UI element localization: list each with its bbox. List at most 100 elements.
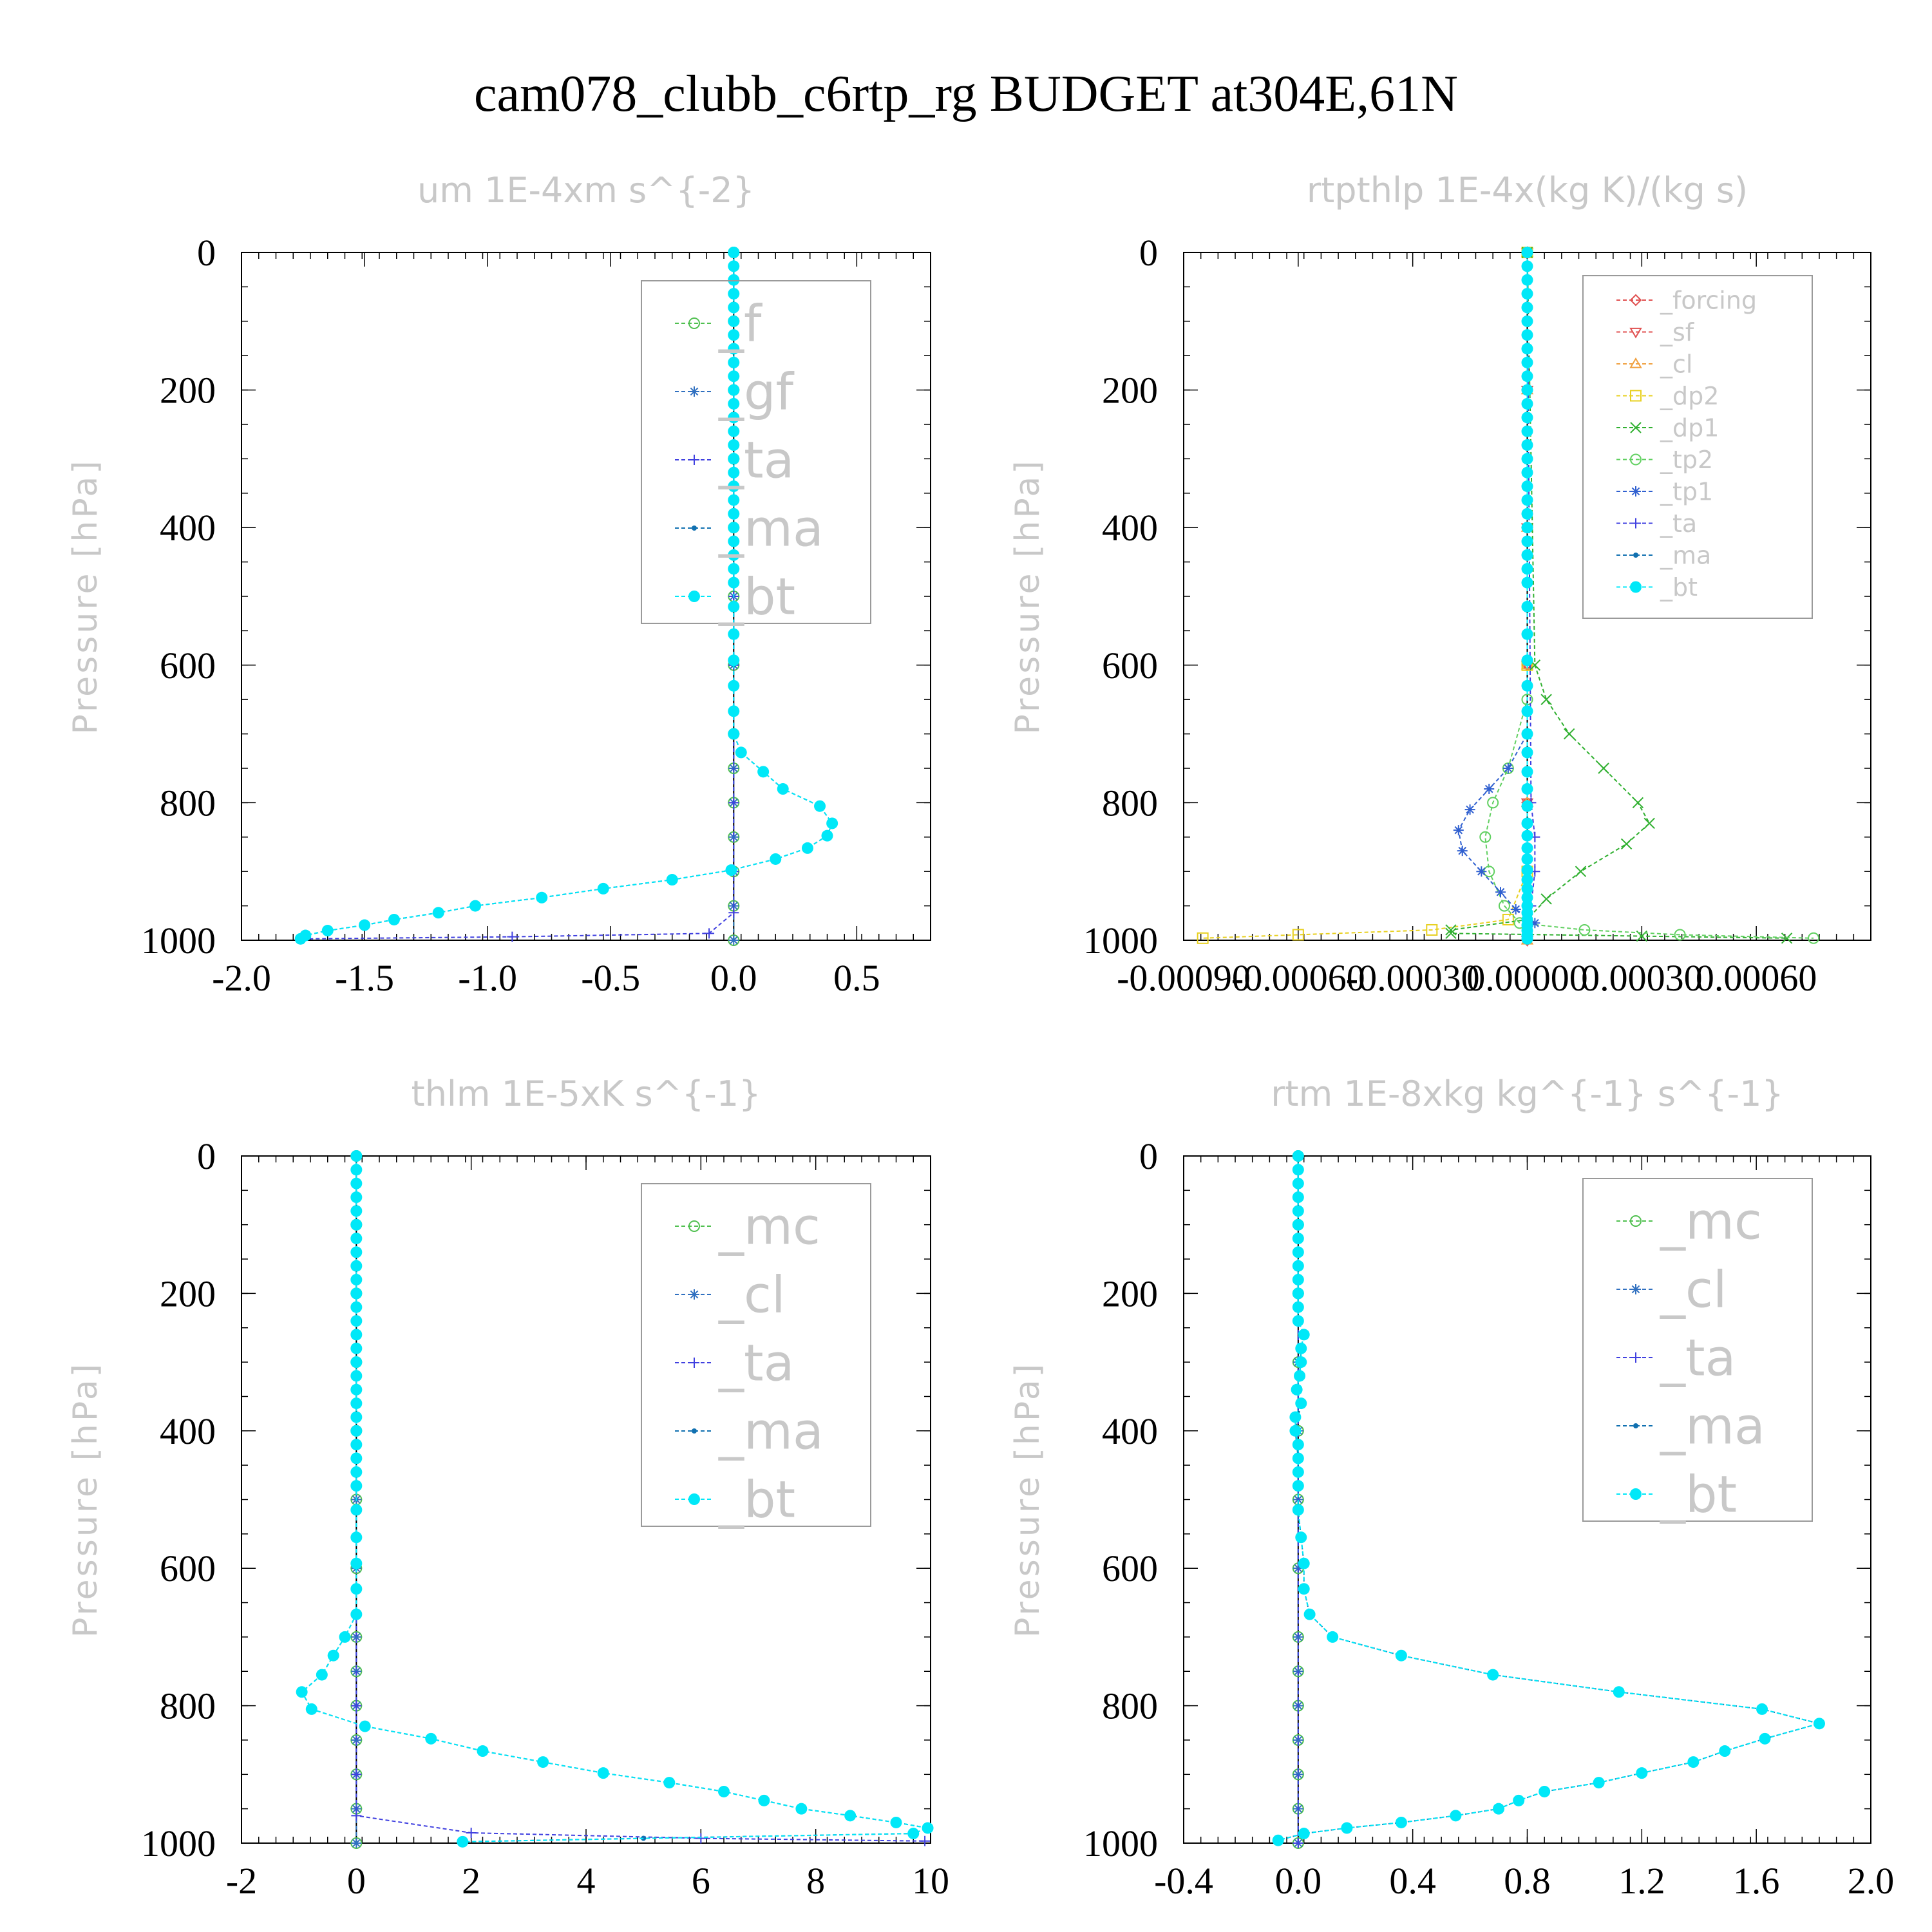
data-point xyxy=(1613,1686,1625,1698)
x-tick-label: 0.00030 xyxy=(1581,957,1703,999)
panel-3: thlm 1E-5xK s^{-1} Pressure [hPa] 0 200 400 6… xyxy=(66,1074,949,1902)
data-point xyxy=(1272,1834,1284,1846)
series-line xyxy=(1278,1156,1822,1841)
data-point xyxy=(1298,1557,1310,1569)
data-point xyxy=(728,563,740,575)
y-axis-label: Pressure [hPa] xyxy=(66,459,105,735)
data-point xyxy=(294,933,307,945)
data-point xyxy=(1197,932,1209,944)
legend-label: _dp2 xyxy=(1660,382,1719,410)
legend-label: _bt xyxy=(1660,1466,1737,1524)
data-point xyxy=(1298,1828,1310,1840)
series-ta xyxy=(298,247,739,944)
data-point xyxy=(1521,817,1533,829)
data-point xyxy=(469,900,482,912)
data-point xyxy=(350,1329,363,1341)
data-point xyxy=(351,1838,362,1848)
data-point xyxy=(597,882,609,895)
legend-item: _ma xyxy=(1616,541,1711,569)
data-point xyxy=(728,601,740,613)
data-point xyxy=(728,397,740,410)
data-point xyxy=(350,1287,363,1300)
legend-item: _f xyxy=(675,295,762,353)
data-point xyxy=(1502,913,1514,925)
data-point xyxy=(350,1480,363,1492)
legend-label: _bt xyxy=(718,568,795,626)
data-point xyxy=(770,853,782,865)
data-point xyxy=(1292,1218,1304,1231)
x-tick-label: -0.5 xyxy=(581,957,640,999)
data-point xyxy=(305,1703,317,1715)
data-point xyxy=(321,925,334,937)
legend-label: _gf xyxy=(718,363,795,421)
data-point xyxy=(1636,1767,1648,1779)
data-point xyxy=(477,1745,489,1757)
panel-1: um 1E-4xm s^{-2} Pressure [hPa] 0 200 400 600… xyxy=(66,170,931,999)
legend-item: _ma xyxy=(1616,1397,1765,1455)
data-point xyxy=(1521,864,1533,876)
legend-box xyxy=(1582,275,1813,619)
figure-title: cam078_clubb_c6rtp_rg BUDGET at304E,61N xyxy=(474,66,1458,122)
data-point xyxy=(1521,576,1533,589)
data-point xyxy=(1521,800,1533,812)
data-point xyxy=(735,746,747,759)
data-point xyxy=(728,370,740,383)
data-point xyxy=(1479,831,1492,843)
data-point xyxy=(728,728,740,740)
legend-item: _ma xyxy=(675,500,824,558)
x-tick-label: 10 xyxy=(912,1860,949,1902)
legend-label: _f xyxy=(718,295,762,353)
data-point xyxy=(728,260,740,272)
legend-item: _forcing xyxy=(1616,286,1757,314)
data-point xyxy=(339,1631,351,1643)
data-point xyxy=(466,1828,477,1838)
legend-label: _cl xyxy=(718,1266,786,1324)
data-point xyxy=(1521,549,1533,561)
legend-item: _ma xyxy=(675,1403,824,1461)
data-point xyxy=(350,1452,363,1464)
y-tick-label: 1000 xyxy=(141,920,216,961)
data-point xyxy=(1521,439,1533,451)
data-point xyxy=(350,1218,363,1231)
legend-label: _tp2 xyxy=(1660,446,1713,474)
data-point xyxy=(920,1835,931,1846)
series-bt xyxy=(296,1150,934,1848)
data-point xyxy=(1521,507,1533,520)
series-bt xyxy=(1521,247,1533,945)
x-tick-label: 0.4 xyxy=(1389,1860,1436,1902)
data-point xyxy=(350,1356,363,1368)
x-tick-label: 0.00060 xyxy=(1696,957,1817,999)
data-point xyxy=(296,1686,308,1698)
data-point xyxy=(1521,288,1533,300)
data-point xyxy=(1521,301,1533,314)
x-tick-label: -1.5 xyxy=(335,957,394,999)
data-point xyxy=(1521,842,1533,854)
data-point xyxy=(1293,1734,1303,1745)
panel-title: thlm 1E-5xK s^{-1} xyxy=(412,1074,761,1114)
x-tick-label: 1.6 xyxy=(1733,1860,1780,1902)
data-point xyxy=(1445,927,1457,940)
data-point xyxy=(801,842,813,854)
data-point xyxy=(728,831,739,842)
data-point xyxy=(1292,1260,1304,1272)
data-point xyxy=(1303,1608,1316,1620)
legend-label: _ma xyxy=(718,500,824,558)
x-tick-label: 4 xyxy=(577,1860,596,1902)
data-point xyxy=(1341,1822,1353,1834)
data-point xyxy=(350,1342,363,1354)
data-point xyxy=(1521,746,1533,759)
data-point xyxy=(728,453,740,465)
data-point xyxy=(728,329,740,341)
legend-label: _mc xyxy=(1660,1193,1762,1251)
data-point xyxy=(351,1700,362,1711)
legend-item: _tp2 xyxy=(1616,446,1713,474)
series-bt xyxy=(294,247,838,945)
data-point xyxy=(359,919,371,931)
data-point xyxy=(1687,1756,1700,1768)
series-line xyxy=(1484,252,1814,939)
data-point xyxy=(350,1370,363,1382)
y-tick-label: 0 xyxy=(197,1135,216,1177)
data-point xyxy=(1521,466,1533,478)
data-point xyxy=(1521,522,1533,534)
legend: _f _gf _ta _ma _bt xyxy=(641,280,871,626)
